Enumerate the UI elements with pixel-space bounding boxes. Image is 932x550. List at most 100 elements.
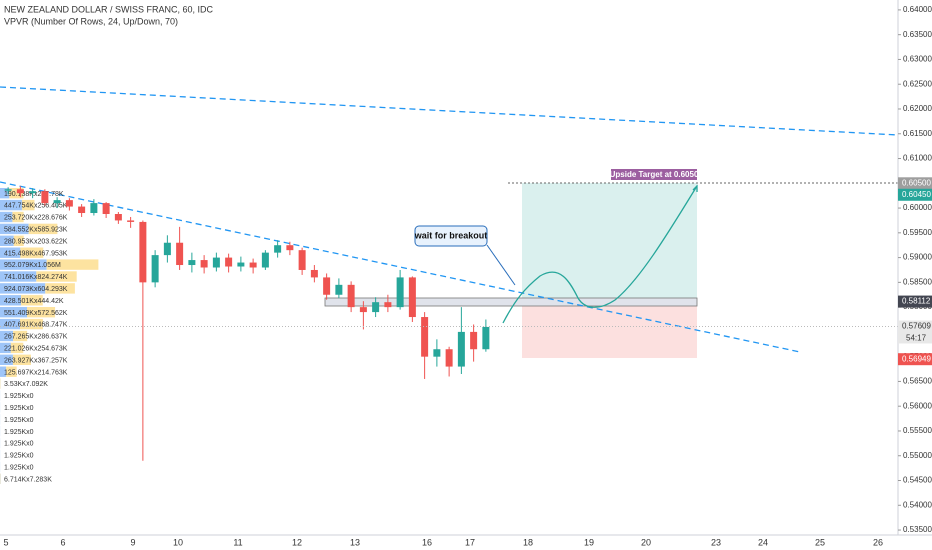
candle-body xyxy=(114,214,122,221)
x-tick-label: 23 xyxy=(711,537,721,547)
plot: 190.138Kx287.78K 447.754Kx256.405K 253.720… xyxy=(0,186,898,484)
profit-zone xyxy=(522,183,697,302)
profile-up xyxy=(0,199,22,211)
profile-label: 190.138Kx287.78K xyxy=(4,191,64,198)
profile-label: 1.925Kx0 xyxy=(4,405,34,412)
price-label-bg xyxy=(898,320,932,333)
x-tick-label: 18 xyxy=(523,537,533,547)
candle-body xyxy=(408,277,416,318)
x-tick-label: 12 xyxy=(292,537,302,547)
x-tick-label: 10 xyxy=(173,537,183,547)
profile-down xyxy=(10,342,24,354)
profile-down xyxy=(13,235,24,246)
candle-body xyxy=(212,257,220,268)
callout-box xyxy=(414,225,488,247)
x-tick-label: 17 xyxy=(465,537,475,547)
x-tick-label: 19 xyxy=(584,537,594,547)
profile-label: 6.714Kx7.283K xyxy=(4,476,52,483)
y-tick-label: 0.62000 xyxy=(903,104,932,113)
price-label: 0.58112 xyxy=(902,297,931,306)
profile-up xyxy=(0,295,21,306)
profile-down xyxy=(12,211,24,223)
candle-body xyxy=(384,302,392,308)
candle-body xyxy=(274,245,282,253)
breakout-zone xyxy=(324,297,698,307)
candle-body xyxy=(310,269,318,278)
candle-body xyxy=(176,242,184,266)
projection-path xyxy=(502,185,698,324)
candle-body xyxy=(433,349,441,357)
candle-body xyxy=(200,260,208,268)
x-tick-label: 6 xyxy=(60,537,65,547)
candle-body xyxy=(298,250,306,270)
y-tick-label: 0.53500 xyxy=(903,525,932,534)
callout-text: wait for breakout xyxy=(414,230,488,240)
y-tick-label: 0.64000 xyxy=(903,5,932,14)
countdown: 54:17 xyxy=(906,334,927,343)
profile-down xyxy=(20,247,44,258)
price-label-bg xyxy=(898,295,932,308)
profile-label: 415.498Kx467.953K xyxy=(4,250,68,257)
y-tick-label: 0.58500 xyxy=(903,277,932,286)
loss-zone xyxy=(522,302,697,358)
profile-down xyxy=(28,223,58,235)
profile-label: 125.697Kx214.763K xyxy=(4,369,68,376)
price-label-bg xyxy=(898,188,932,201)
profile-up xyxy=(0,271,37,282)
y-tick-label: 0.61000 xyxy=(903,154,932,163)
profile-label: 741.016Kx824.274K xyxy=(4,274,68,281)
y-tick-label: 0.59500 xyxy=(903,228,932,237)
x-tick-label: 5 xyxy=(3,537,8,547)
profile-up xyxy=(0,342,11,354)
candle-body xyxy=(151,255,159,283)
profile-label: 1.925Kx0 xyxy=(4,429,34,436)
profile-label: 952.079Kx1.056M xyxy=(4,262,61,269)
x-tick-label: 20 xyxy=(641,537,651,547)
profile-label: 1.925Kx0 xyxy=(4,453,34,460)
candle-body xyxy=(65,200,73,207)
x-tick-label: 11 xyxy=(233,537,242,547)
candle-body xyxy=(127,220,135,222)
y-tick-label: 0.61500 xyxy=(903,129,932,138)
profile-label: 447.754Kx256.405K xyxy=(4,203,68,210)
price-label: 0.60450 xyxy=(902,190,931,199)
candle-body xyxy=(347,284,355,308)
profile-label: 924.073Kx604.293K xyxy=(4,286,68,293)
profile-label: 551.409Kx572.562K xyxy=(4,310,68,317)
profile-label: 428.501Kx444.42K xyxy=(4,298,64,305)
y-tick-label: 0.54500 xyxy=(903,476,932,485)
profile-down xyxy=(36,271,77,282)
candle-body xyxy=(78,206,86,214)
y-tick-label: 0.60000 xyxy=(903,203,932,212)
profile-down xyxy=(27,307,56,318)
profile-down xyxy=(12,354,31,365)
trend-line-lower xyxy=(0,181,801,353)
x-tick-label: 26 xyxy=(873,537,883,547)
profile-label: 267.265Kx286.637K xyxy=(4,334,68,341)
candle-body xyxy=(286,245,294,251)
candle-body xyxy=(421,317,429,357)
profile-up xyxy=(0,366,7,377)
profile-down xyxy=(9,188,24,199)
profile-down xyxy=(20,295,43,306)
y-tick-label: 0.54000 xyxy=(903,500,932,509)
x-tick-label: 13 xyxy=(350,537,360,547)
profile-label: 1.925Kx0 xyxy=(4,464,34,471)
profile-label: 1.925Kx0 xyxy=(4,393,34,400)
indicator-label: VPVR (Number Of Rows, 24, Up/Down, 70) xyxy=(4,16,178,26)
profile-up xyxy=(0,354,13,365)
profile-label: 263.927Kx367.257K xyxy=(4,357,68,364)
candle-body xyxy=(372,302,380,313)
profile-up xyxy=(0,283,46,294)
candle-body xyxy=(323,277,331,295)
profile-up xyxy=(0,188,10,199)
profile-up xyxy=(0,211,13,223)
profile-up xyxy=(0,259,47,270)
profile-up xyxy=(0,223,29,235)
profile-label: 280.953Kx203.622K xyxy=(4,238,68,245)
target-label-bg xyxy=(611,169,697,180)
y-tick-label: 0.63500 xyxy=(903,30,932,39)
profile-down xyxy=(6,366,17,377)
profile-down xyxy=(13,330,28,342)
